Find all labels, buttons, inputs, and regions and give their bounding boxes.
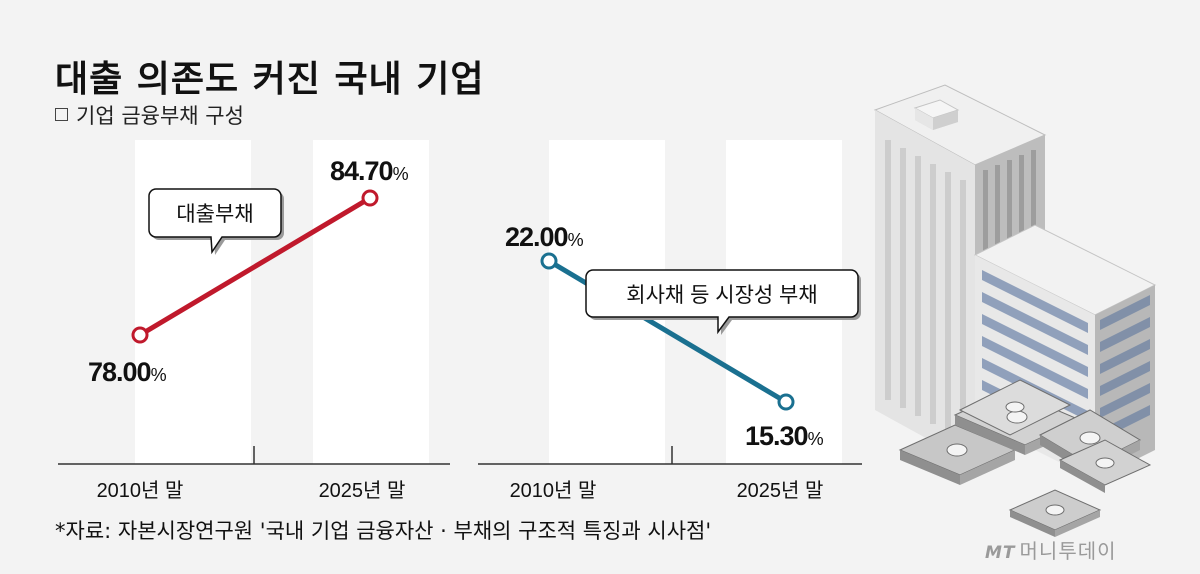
source-note: *자료: 자본시장연구원 '국내 기업 금융자산 · 부채의 구조적 특징과 시… <box>55 519 712 543</box>
chart-subtitle: 기업 금융부채 구성 <box>55 100 244 130</box>
data-label: 15.30% <box>745 421 824 451</box>
brand-mark: MT <box>985 543 1016 563</box>
subtitle-text: 기업 금융부채 구성 <box>76 104 244 128</box>
brand-name: 머니투데이 <box>1019 539 1117 563</box>
data-label: 84.70% <box>330 156 409 186</box>
x-tick-label: 2010년 말 <box>97 479 184 502</box>
series-line <box>137 195 373 338</box>
data-point <box>777 393 795 411</box>
publisher-logo: MT 머니투데이 <box>985 535 1117 564</box>
legend-callout-bonds: 회사채 등 시장성 부채 <box>585 269 861 335</box>
data-label: 78.00% <box>88 357 167 387</box>
data-point <box>540 252 558 270</box>
x-tick-label: 2010년 말 <box>510 479 597 502</box>
series-name: 회사채 등 시장성 부채 <box>626 284 817 307</box>
data-point <box>131 326 149 344</box>
data-point <box>361 189 379 207</box>
page-title: 대출 의존도 커진 국내 기업 <box>55 59 485 100</box>
legend-callout-loans: 대출부채 <box>148 188 284 255</box>
x-tick-label: 2025년 말 <box>319 479 406 502</box>
buildings-money-illustration <box>873 84 1157 537</box>
data-label: 22.00% <box>505 222 584 252</box>
square-bullet-icon <box>55 108 68 121</box>
money-stack-icon <box>898 379 1152 537</box>
series-name: 대출부채 <box>176 203 253 226</box>
x-tick-label: 2025년 말 <box>737 479 824 502</box>
